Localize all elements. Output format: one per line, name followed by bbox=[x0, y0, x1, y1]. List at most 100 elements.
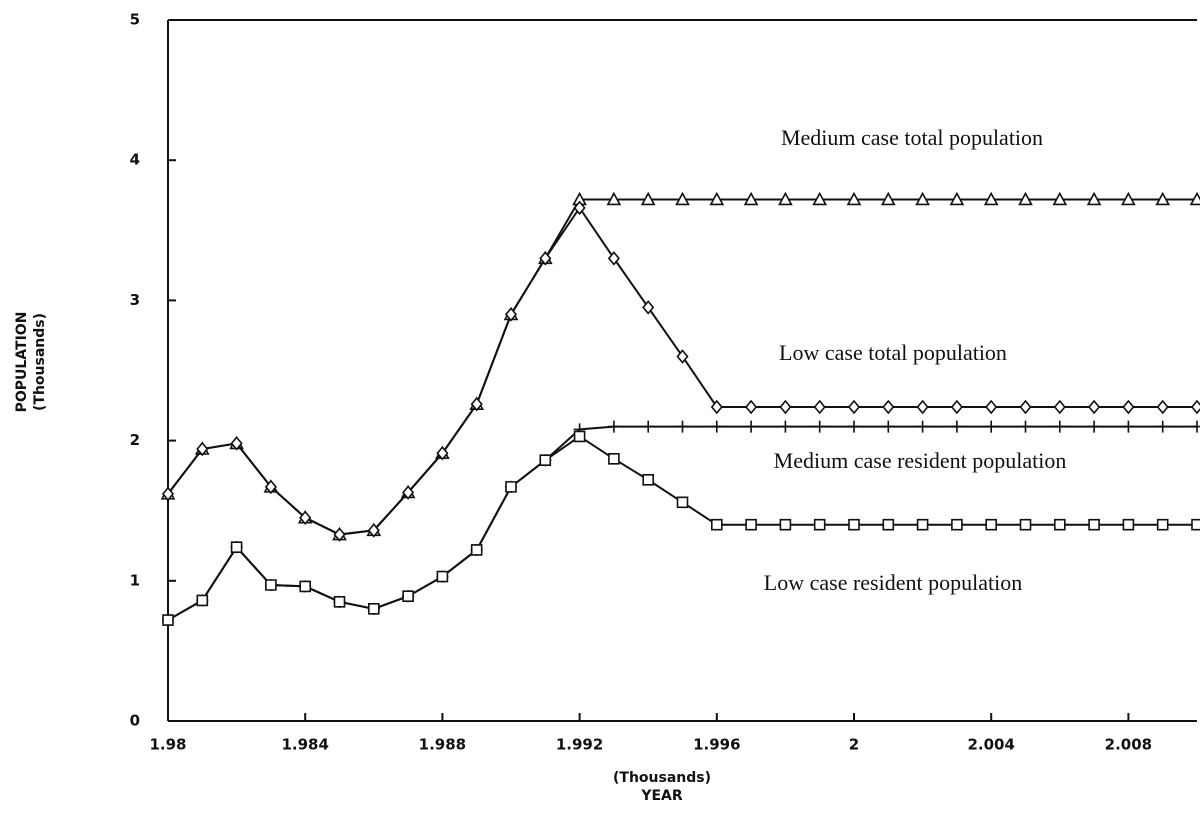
marker bbox=[710, 399, 723, 415]
marker bbox=[1019, 399, 1032, 415]
marker bbox=[642, 420, 655, 433]
marker bbox=[743, 191, 759, 206]
marker bbox=[709, 191, 725, 206]
marker bbox=[779, 399, 792, 415]
marker bbox=[162, 614, 174, 626]
marker bbox=[983, 191, 999, 206]
series-label: Low case resident population bbox=[764, 570, 1022, 595]
marker bbox=[333, 596, 346, 608]
marker bbox=[436, 445, 449, 461]
y-axis-label: POPULATION bbox=[14, 312, 30, 413]
marker bbox=[675, 191, 690, 206]
marker bbox=[846, 191, 862, 206]
marker bbox=[299, 510, 312, 525]
marker bbox=[606, 191, 622, 206]
y-tick-label: 2 bbox=[130, 431, 140, 449]
marker bbox=[333, 527, 346, 542]
marker bbox=[607, 420, 620, 433]
marker bbox=[470, 396, 483, 412]
marker bbox=[676, 420, 689, 433]
marker bbox=[745, 399, 758, 415]
marker bbox=[813, 399, 826, 415]
marker bbox=[882, 399, 895, 415]
marker bbox=[676, 496, 689, 509]
marker bbox=[1156, 518, 1169, 531]
marker bbox=[1122, 518, 1135, 531]
marker bbox=[950, 420, 963, 433]
marker bbox=[1191, 518, 1200, 531]
marker bbox=[745, 518, 757, 531]
marker bbox=[813, 518, 826, 531]
marker bbox=[916, 420, 929, 433]
marker bbox=[1088, 518, 1100, 531]
x-tick-label: 2 bbox=[849, 736, 859, 754]
series-label: Medium case total population bbox=[781, 125, 1043, 150]
marker bbox=[607, 251, 620, 266]
x-axis-label: (Thousands) bbox=[613, 770, 711, 786]
marker bbox=[882, 420, 895, 433]
marker bbox=[1019, 518, 1032, 531]
marker bbox=[505, 481, 517, 493]
x-tick-label: 2.008 bbox=[1105, 736, 1152, 754]
marker bbox=[916, 399, 929, 415]
marker bbox=[230, 436, 243, 451]
marker bbox=[745, 420, 758, 433]
y-tick-label: 4 bbox=[130, 151, 140, 169]
marker bbox=[1121, 191, 1136, 206]
y-tick-label: 5 bbox=[130, 11, 140, 29]
series-label: Medium case resident population bbox=[774, 448, 1067, 473]
marker bbox=[916, 518, 929, 531]
marker bbox=[778, 191, 793, 206]
marker bbox=[711, 518, 723, 531]
marker bbox=[368, 603, 380, 615]
x-tick-label: 1.98 bbox=[149, 736, 186, 754]
x-tick-label: 2.004 bbox=[967, 736, 1014, 754]
marker bbox=[402, 590, 414, 603]
y-axis-label: (Thousands) bbox=[32, 313, 48, 411]
marker bbox=[951, 518, 963, 531]
series-line bbox=[167, 198, 1197, 536]
marker bbox=[504, 307, 518, 322]
marker bbox=[847, 399, 861, 415]
marker bbox=[299, 580, 311, 593]
marker bbox=[1189, 191, 1200, 206]
marker bbox=[264, 479, 277, 495]
marker bbox=[640, 191, 656, 206]
marker bbox=[539, 251, 552, 266]
marker bbox=[161, 486, 175, 502]
marker bbox=[710, 420, 723, 433]
marker bbox=[402, 485, 415, 500]
marker bbox=[915, 191, 930, 206]
marker bbox=[642, 474, 654, 486]
marker bbox=[985, 420, 998, 433]
series-label: Low case total population bbox=[779, 340, 1007, 365]
marker bbox=[196, 441, 209, 457]
marker bbox=[230, 541, 243, 553]
marker bbox=[779, 518, 792, 531]
marker bbox=[1018, 191, 1033, 206]
marker bbox=[1052, 191, 1068, 206]
marker bbox=[813, 420, 826, 433]
marker bbox=[1122, 399, 1135, 415]
marker bbox=[1088, 420, 1101, 433]
marker bbox=[573, 200, 586, 216]
marker bbox=[848, 518, 860, 531]
marker bbox=[949, 191, 965, 206]
marker bbox=[1053, 399, 1066, 415]
y-tick-label: 3 bbox=[130, 291, 140, 309]
marker bbox=[265, 579, 277, 591]
marker bbox=[573, 430, 586, 443]
marker bbox=[367, 523, 380, 538]
marker bbox=[1155, 191, 1171, 206]
marker bbox=[985, 518, 997, 531]
marker bbox=[1156, 420, 1169, 433]
marker bbox=[1053, 420, 1066, 433]
marker bbox=[1156, 399, 1169, 415]
series-line bbox=[167, 206, 1197, 536]
marker bbox=[985, 399, 998, 415]
x-tick-label: 1.996 bbox=[693, 736, 740, 754]
marker bbox=[1122, 420, 1135, 433]
marker bbox=[880, 191, 896, 206]
marker bbox=[848, 420, 860, 433]
